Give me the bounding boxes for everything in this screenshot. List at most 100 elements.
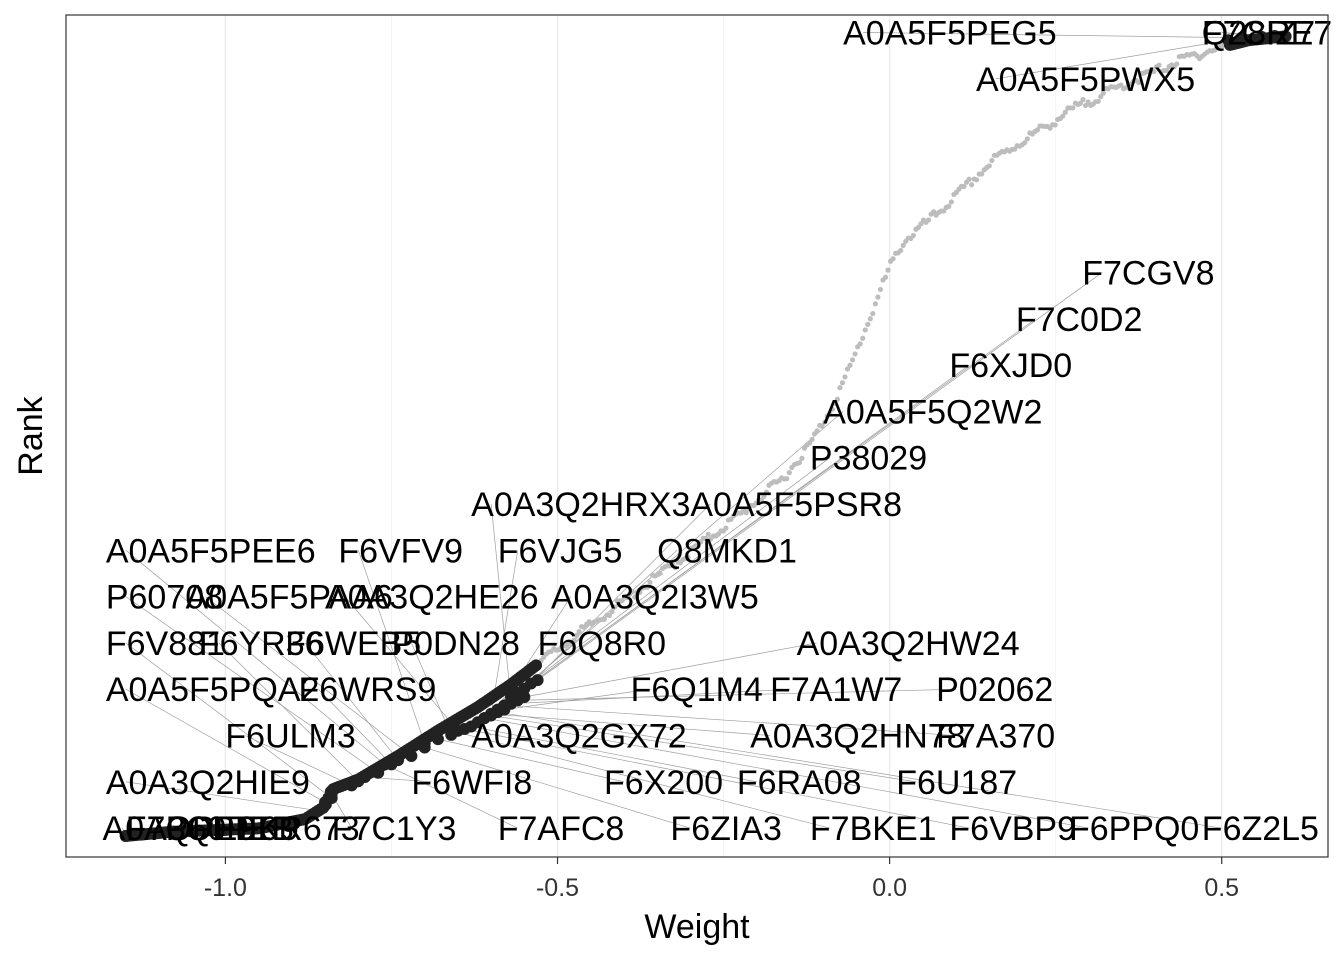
labelled-point <box>319 796 332 809</box>
labelled-point <box>1255 30 1268 43</box>
background-point <box>875 294 881 300</box>
labelled-point <box>405 749 418 762</box>
background-point <box>857 341 863 347</box>
point-label: F6ULM3 <box>225 718 355 756</box>
leader-line <box>863 32 1242 39</box>
background-point <box>723 525 729 531</box>
background-point <box>698 539 704 545</box>
background-point <box>968 182 975 188</box>
labelled-point <box>431 733 444 746</box>
leader-line <box>484 717 1090 829</box>
background-point <box>1060 113 1066 119</box>
leader-line <box>125 550 386 765</box>
background-point <box>799 455 805 461</box>
background-point <box>839 380 846 386</box>
leader-line <box>504 705 957 736</box>
background-point <box>685 554 691 561</box>
point-label: F6WRS9 <box>298 671 436 709</box>
background-point <box>847 362 853 368</box>
leader-line <box>511 688 791 705</box>
background-point <box>1080 97 1086 103</box>
background-point <box>1095 98 1101 104</box>
background-point <box>796 460 802 466</box>
point-label: P0DN28 <box>391 625 520 663</box>
point-label: P02062 <box>936 671 1053 709</box>
background-point <box>786 470 792 476</box>
leader-line <box>524 364 970 689</box>
point-label: F6Z2L5 <box>1202 810 1319 848</box>
point-label: F6YR36 <box>199 625 324 663</box>
leader-line <box>205 596 412 757</box>
point-label: F6R673 <box>239 810 360 848</box>
leader-line <box>490 550 519 714</box>
point-label: A0A5F5PQA2 <box>106 671 320 709</box>
labelled-point <box>511 694 524 707</box>
background-point <box>1163 67 1170 74</box>
background-point <box>867 316 873 322</box>
labelled-point <box>285 817 298 830</box>
background-point <box>1151 68 1157 75</box>
labelled-point <box>166 825 179 838</box>
labelled-point <box>1268 30 1281 43</box>
point-label: A0A3Q2HW24 <box>797 625 1020 663</box>
background-point <box>885 267 891 273</box>
background-point <box>1098 93 1104 100</box>
point-label: P38029 <box>810 440 927 478</box>
point-label: F7C0D2 <box>1016 301 1143 339</box>
leader-line <box>464 728 970 829</box>
point-label: F7BKE1 <box>810 810 937 848</box>
labelled-point <box>478 712 491 725</box>
background-point <box>571 637 577 643</box>
panel-background <box>66 15 1328 857</box>
background-point <box>827 411 833 417</box>
background-point <box>637 589 643 595</box>
leader-line <box>524 642 817 698</box>
background-point <box>862 327 868 333</box>
background-point <box>695 543 701 549</box>
background-point <box>1034 127 1041 133</box>
x-tick-label: 0.5 <box>1204 874 1239 902</box>
label-leader-lines <box>122 32 1275 837</box>
point-label: A0A3Q2HIE9 <box>106 764 310 802</box>
leader-line <box>125 596 379 774</box>
background-point <box>1077 100 1084 106</box>
point-label: Q8MKD1 <box>657 532 797 570</box>
leader-line <box>245 735 352 786</box>
point-label: F6VFV9 <box>338 532 463 570</box>
background-point <box>941 208 947 214</box>
point-label: F6WFI8 <box>411 764 532 802</box>
background-point <box>974 177 980 183</box>
point-label: A0A5F5PEG5 <box>843 14 1057 52</box>
leader-line <box>517 688 957 701</box>
point-label: A0A5F5Q2W2 <box>823 393 1042 431</box>
background-point <box>809 436 815 443</box>
leader-line <box>471 726 757 783</box>
x-tick-label: -1.0 <box>204 874 247 902</box>
background-point <box>1062 109 1068 115</box>
point-label: P60PEB <box>166 810 295 848</box>
background-point <box>837 385 843 391</box>
leader-line <box>318 688 392 765</box>
background-point <box>860 335 866 341</box>
background-point <box>1024 136 1030 142</box>
point-label: F7C1Y3 <box>332 810 457 848</box>
background-point <box>966 176 972 182</box>
point-label: F6RA08 <box>737 764 862 802</box>
leader-line <box>125 642 332 799</box>
point-label: A0A5F5PWX5 <box>976 61 1195 99</box>
background-point <box>601 616 608 622</box>
background-point <box>619 597 625 604</box>
labelled-point <box>1222 34 1235 47</box>
background-point <box>989 157 995 164</box>
x-tick-label: -0.5 <box>536 874 579 902</box>
point-label: F7A1W7 <box>770 671 902 709</box>
background-point <box>870 311 876 317</box>
background-point <box>872 301 878 307</box>
point-label: A0A5F5PEE6 <box>106 532 316 570</box>
leader-line <box>344 596 459 731</box>
background-point <box>611 604 618 610</box>
background-point <box>629 589 635 595</box>
background-point <box>842 374 848 380</box>
